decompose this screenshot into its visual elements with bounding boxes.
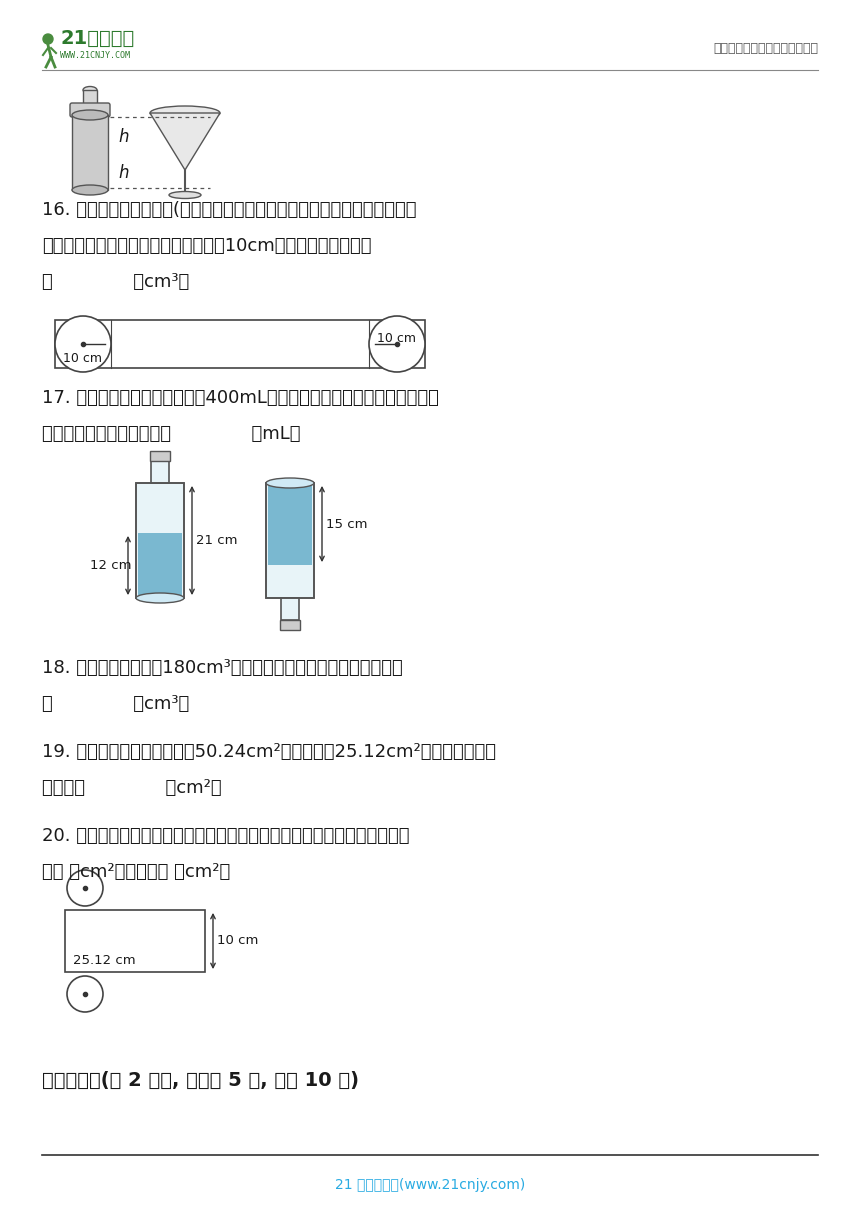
Text: h: h bbox=[118, 128, 128, 146]
Text: 面积是（              ）cm²。: 面积是（ ）cm²。 bbox=[42, 779, 222, 796]
Text: 10 cm: 10 cm bbox=[63, 351, 102, 365]
Ellipse shape bbox=[369, 316, 425, 372]
Bar bbox=[151, 461, 169, 483]
Ellipse shape bbox=[266, 478, 314, 488]
Ellipse shape bbox=[169, 191, 201, 198]
Circle shape bbox=[43, 34, 53, 44]
Bar bbox=[136, 483, 184, 598]
Bar bbox=[268, 483, 312, 565]
Bar bbox=[280, 620, 300, 630]
Ellipse shape bbox=[136, 593, 184, 603]
Bar bbox=[150, 451, 170, 461]
Text: 21 cm: 21 cm bbox=[196, 534, 237, 547]
Text: h: h bbox=[118, 163, 128, 181]
Text: 18. 一个圆锥的体积是180cm³，与它等底等高的圆柱的体积比它大: 18. 一个圆锥的体积是180cm³，与它等底等高的圆柱的体积比它大 bbox=[42, 659, 402, 677]
Bar bbox=[281, 598, 299, 620]
Ellipse shape bbox=[150, 106, 220, 120]
Ellipse shape bbox=[72, 109, 108, 120]
Text: 四、计算题(共 2 小题, 每小题 5 分, 满分 10 分): 四、计算题(共 2 小题, 每小题 5 分, 满分 10 分) bbox=[42, 1070, 359, 1090]
Bar bbox=[266, 483, 314, 598]
Text: 是（ ）cm²，体积是（ ）cm²。: 是（ ）cm²，体积是（ ）cm²。 bbox=[42, 863, 230, 882]
Text: 中小学教育资源及组卷应用平台: 中小学教育资源及组卷应用平台 bbox=[713, 41, 818, 55]
Bar bbox=[138, 533, 182, 598]
Ellipse shape bbox=[72, 185, 108, 195]
Bar bbox=[65, 910, 205, 972]
Text: 20. 上图是一个圆柱表面的展开图，从图中可以看出，这个圆柱侧面的面积: 20. 上图是一个圆柱表面的展开图，从图中可以看出，这个圆柱侧面的面积 bbox=[42, 827, 409, 845]
Ellipse shape bbox=[67, 869, 103, 906]
Text: WWW.21CNJY.COM: WWW.21CNJY.COM bbox=[60, 51, 130, 61]
Text: 做成一个圆柱。这个圆柱的底面半径为10cm，这个圆柱的体积是: 做成一个圆柱。这个圆柱的底面半径为10cm，这个圆柱的体积是 bbox=[42, 237, 372, 255]
Text: （              ）cm³。: （ ）cm³。 bbox=[42, 274, 189, 291]
Ellipse shape bbox=[67, 976, 103, 1012]
Ellipse shape bbox=[83, 86, 97, 94]
Text: 19. 圆柱的一个底面的面积是50.24cm²，侧面积是25.12cm²，这个圆柱的表: 19. 圆柱的一个底面的面积是50.24cm²，侧面积是25.12cm²，这个圆… bbox=[42, 743, 496, 761]
Text: 17. 一个拧紧瓶盖的瓶子里装有400mL的水。分别将瓶底朝下和朝上放置，: 17. 一个拧紧瓶盖的瓶子里装有400mL的水。分别将瓶底朝下和朝上放置， bbox=[42, 389, 439, 407]
Text: 21 世纪教育网(www.21cnjy.com): 21 世纪教育网(www.21cnjy.com) bbox=[335, 1178, 525, 1192]
Bar bbox=[83, 90, 97, 105]
Bar bbox=[136, 483, 184, 598]
Bar bbox=[55, 320, 425, 368]
Text: 如图所示，瓶子的容积为（              ）mL。: 如图所示，瓶子的容积为（ ）mL。 bbox=[42, 426, 300, 443]
Polygon shape bbox=[150, 113, 220, 170]
Text: 16. 有一张长方形的铁皮(如下图），剪下图中两个圆及一个长方形正好可以: 16. 有一张长方形的铁皮(如下图），剪下图中两个圆及一个长方形正好可以 bbox=[42, 201, 416, 219]
FancyBboxPatch shape bbox=[70, 103, 110, 117]
Bar bbox=[266, 483, 314, 598]
Text: 12 cm: 12 cm bbox=[90, 559, 132, 572]
Text: 10 cm: 10 cm bbox=[377, 332, 416, 344]
Text: 25.12 cm: 25.12 cm bbox=[73, 953, 136, 967]
Text: 10 cm: 10 cm bbox=[217, 935, 258, 947]
Bar bbox=[72, 116, 108, 190]
Text: （              ）cm³。: （ ）cm³。 bbox=[42, 696, 189, 713]
Ellipse shape bbox=[55, 316, 111, 372]
Text: 21世纪教育: 21世纪教育 bbox=[60, 28, 134, 47]
Text: 15 cm: 15 cm bbox=[326, 518, 367, 530]
